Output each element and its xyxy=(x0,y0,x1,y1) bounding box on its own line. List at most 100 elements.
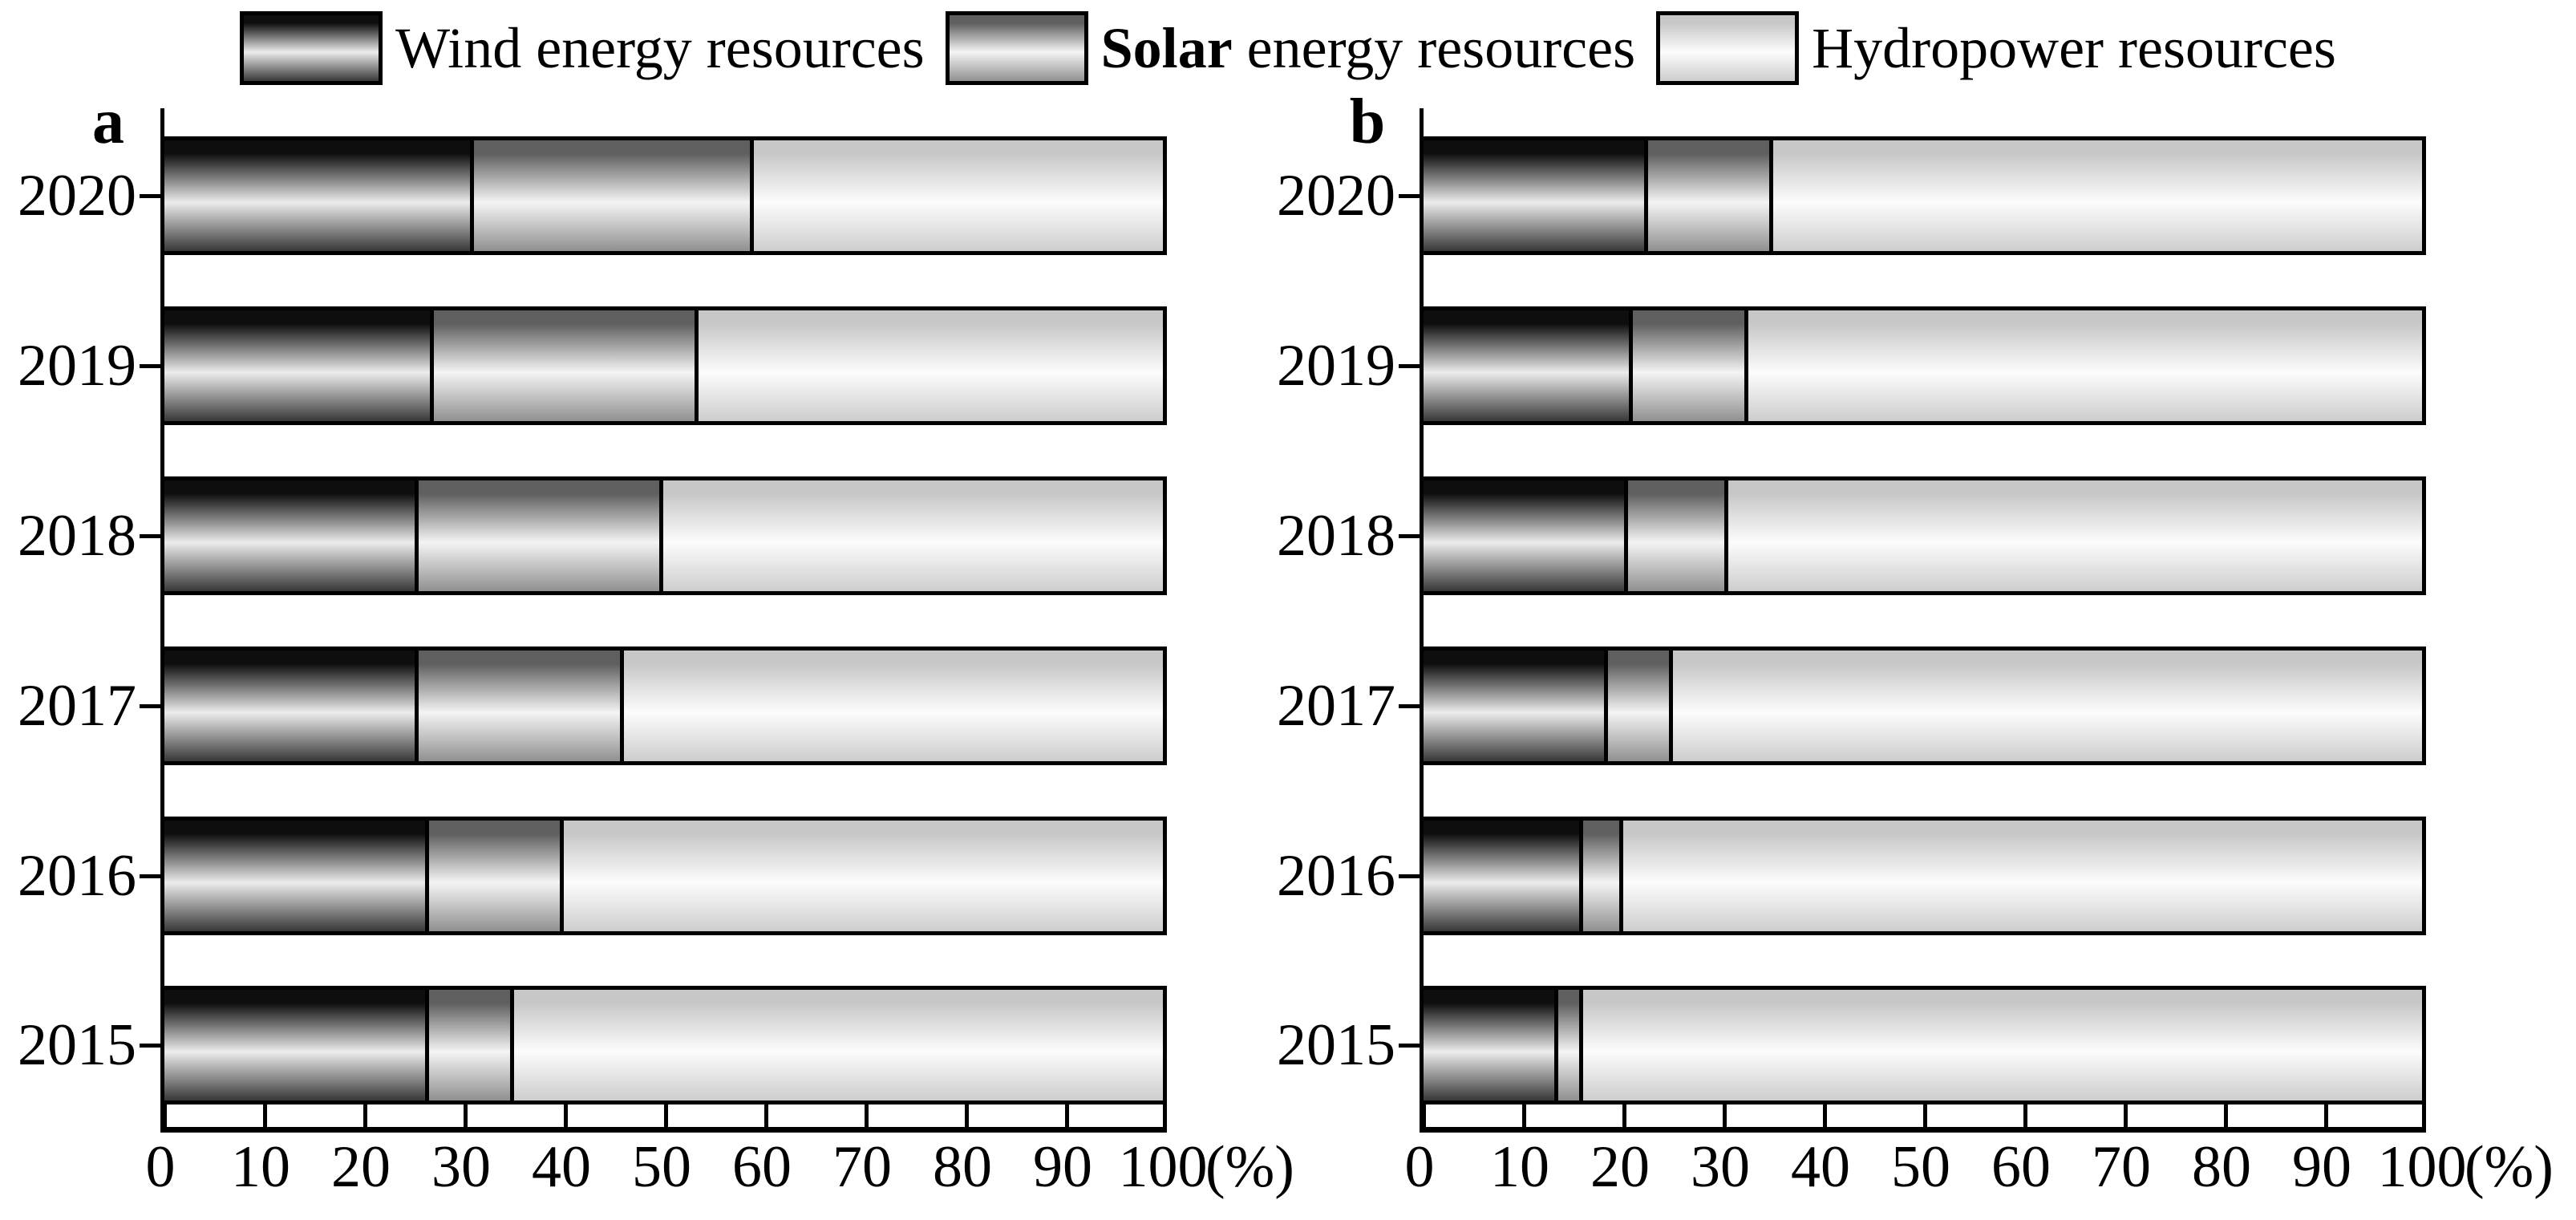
bar-row-a-2019 xyxy=(160,306,1167,425)
x-axis-tick xyxy=(1722,1103,1727,1127)
legend-label-wind: Wind energy resources xyxy=(395,19,925,77)
bar-segment-wind xyxy=(1424,310,1634,421)
bar-segment-hydro xyxy=(1583,990,2422,1100)
x-axis-unit-label-a: (%) xyxy=(1205,1134,1294,1200)
x-tick-label-b-50: 50 xyxy=(1891,1134,1950,1200)
year-label-a-2017: 2017 xyxy=(18,673,136,739)
y-axis-tick xyxy=(140,364,160,368)
x-tick-label-a-10: 10 xyxy=(231,1134,290,1200)
y-axis-tick xyxy=(1399,704,1420,708)
x-tick-label-b-0: 0 xyxy=(1404,1134,1435,1200)
bar-row-a-2020 xyxy=(160,136,1167,255)
bar-segment-wind xyxy=(164,480,419,591)
x-axis-tick xyxy=(463,1103,468,1127)
legend-label-hydro: Hydropower resources xyxy=(1812,19,2336,77)
bar-segment-hydro xyxy=(699,310,1163,421)
bar-segment-wind xyxy=(164,821,429,931)
bar-segment-solar xyxy=(1648,140,1773,251)
bar-row-b-2019 xyxy=(1420,306,2426,425)
bar-row-a-2017 xyxy=(160,646,1167,765)
x-tick-label-a-20: 20 xyxy=(331,1134,391,1200)
x-axis-tick xyxy=(363,1103,367,1127)
legend-label-solar-bold: Solar xyxy=(1100,16,1233,80)
x-tick-label-b-10: 10 xyxy=(1490,1134,1549,1200)
x-axis-tick xyxy=(2323,1103,2328,1127)
bar-segment-hydro xyxy=(513,990,1163,1100)
solar-legend-swatch-icon xyxy=(945,11,1088,85)
y-axis-tick xyxy=(140,534,160,538)
bar-segment-hydro xyxy=(663,480,1163,591)
x-axis-tick xyxy=(1163,1103,1167,1127)
y-axis-tick xyxy=(140,194,160,198)
bar-segment-wind xyxy=(164,310,435,421)
bar-segment-wind xyxy=(1424,480,1629,591)
year-label-b-2016: 2016 xyxy=(1277,843,1395,909)
x-tick-label-a-100: 100 xyxy=(1118,1134,1208,1200)
legend-label-solar: Solar energy resources xyxy=(1101,19,1635,77)
x-axis-tick xyxy=(2023,1103,2027,1127)
x-tick-label-b-20: 20 xyxy=(1590,1134,1650,1200)
bar-segment-wind xyxy=(1424,140,1649,251)
year-label-b-2015: 2015 xyxy=(1277,1012,1395,1078)
bar-row-a-2015 xyxy=(160,986,1167,1104)
legend-item-wind: Wind energy resources xyxy=(240,11,925,85)
x-axis-tick xyxy=(162,1103,167,1127)
bar-segment-solar xyxy=(428,821,564,931)
x-axis-tick xyxy=(1521,1103,1526,1127)
x-tick-label-a-90: 90 xyxy=(1033,1134,1092,1200)
bar-row-b-2017 xyxy=(1420,646,2426,765)
bar-segment-solar xyxy=(434,310,699,421)
bar-segment-hydro xyxy=(563,821,1163,931)
bar-row-b-2020 xyxy=(1420,136,2426,255)
legend-item-solar: Solar energy resources xyxy=(945,11,1635,85)
panel-label-b: b xyxy=(1349,87,1386,157)
panel-b-plot-area xyxy=(1399,108,2426,1133)
x-tick-label-a-80: 80 xyxy=(933,1134,992,1200)
y-axis-tick xyxy=(1399,874,1420,878)
legend-label-wind-text: Wind energy resources xyxy=(395,16,925,80)
x-axis-tick xyxy=(2422,1103,2426,1127)
bar-segment-hydro xyxy=(1772,140,2422,251)
y-axis-tick xyxy=(1399,194,1420,198)
y-axis-tick xyxy=(1399,1044,1420,1048)
x-axis-tick xyxy=(262,1103,267,1127)
x-axis-tick xyxy=(864,1103,869,1127)
x-axis-tick xyxy=(1421,1103,1426,1127)
x-axis-tick xyxy=(1822,1103,1827,1127)
x-tick-label-b-40: 40 xyxy=(1791,1134,1850,1200)
bar-segment-solar xyxy=(1628,480,1728,591)
bar-segment-hydro xyxy=(623,651,1163,761)
wind-legend-swatch-icon xyxy=(240,11,383,85)
bar-row-b-2016 xyxy=(1420,817,2426,935)
year-label-b-2019: 2019 xyxy=(1277,333,1395,399)
bar-segment-solar xyxy=(1558,990,1584,1100)
legend: Wind energy resources Solar energy resou… xyxy=(0,3,2576,93)
year-label-a-2015: 2015 xyxy=(18,1012,136,1078)
x-tick-label-b-80: 80 xyxy=(2192,1134,2251,1200)
year-label-a-2018: 2018 xyxy=(18,503,136,569)
bar-segment-hydro xyxy=(1622,821,2422,931)
y-axis-tick xyxy=(1399,534,1420,538)
year-label-b-2018: 2018 xyxy=(1277,503,1395,569)
x-tick-label-b-100: 100 xyxy=(2377,1134,2467,1200)
x-tick-label-b-60: 60 xyxy=(1991,1134,2051,1200)
legend-item-hydro: Hydropower resources xyxy=(1656,11,2336,85)
x-axis-tick xyxy=(2223,1103,2228,1127)
bar-segment-solar xyxy=(1608,651,1674,761)
bar-row-b-2018 xyxy=(1420,476,2426,595)
y-axis-tick xyxy=(140,874,160,878)
year-label-a-2020: 2020 xyxy=(18,163,136,229)
x-tick-label-a-30: 30 xyxy=(431,1134,491,1200)
x-tick-label-b-90: 90 xyxy=(2292,1134,2351,1200)
hydro-legend-swatch-icon xyxy=(1656,11,1800,85)
legend-label-solar-text: energy resources xyxy=(1232,16,1636,80)
bar-segment-hydro xyxy=(1673,651,2422,761)
bar-segment-hydro xyxy=(1727,480,2422,591)
x-axis-unit-label-b: (%) xyxy=(2465,1134,2554,1200)
year-label-a-2019: 2019 xyxy=(18,333,136,399)
bar-segment-solar xyxy=(1583,821,1623,931)
bar-segment-solar xyxy=(419,480,664,591)
bar-row-a-2016 xyxy=(160,817,1167,935)
year-label-a-2016: 2016 xyxy=(18,843,136,909)
